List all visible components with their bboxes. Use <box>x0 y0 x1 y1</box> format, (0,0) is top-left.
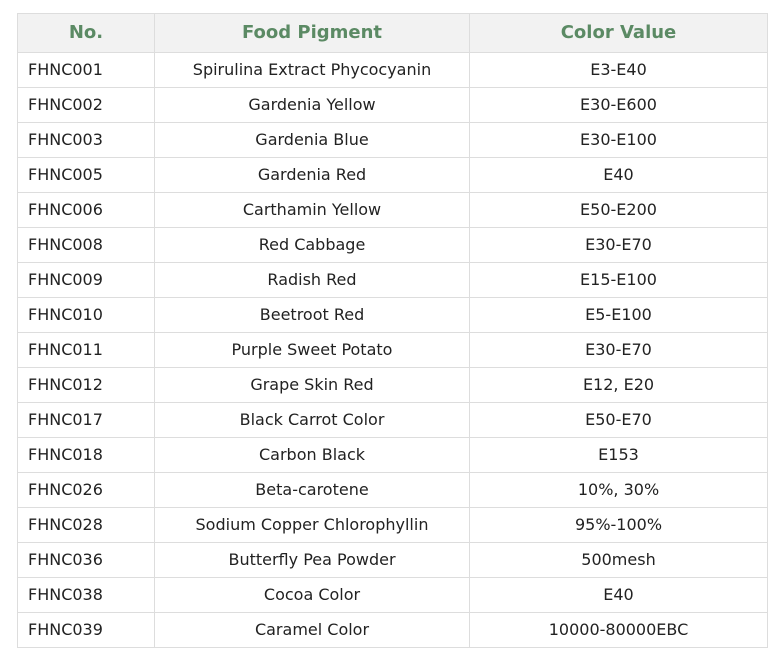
cell-product-number: FHNC026 <box>17 472 155 508</box>
table-row: FHNC009 Radish Red E15-E100 <box>17 262 768 298</box>
table-body: FHNC001 Spirulina Extract Phycocyanin E3-E… <box>17 52 768 648</box>
cell-color-value: E30-E100 <box>469 122 768 158</box>
table-row: FHNC017 Black Carrot Color E50-E70 <box>17 402 768 438</box>
table-row: FHNC018 Carbon Black E153 <box>17 437 768 473</box>
header-no: No. <box>17 13 155 53</box>
cell-product-number: FHNC006 <box>17 192 155 228</box>
cell-product-number: FHNC008 <box>17 227 155 263</box>
cell-color-value: E3-E40 <box>469 52 768 88</box>
table-row: FHNC001 Spirulina Extract Phycocyanin E3-E… <box>17 52 768 88</box>
cell-food-pigment: Radish Red <box>154 262 470 298</box>
cell-food-pigment: Grape Skin Red <box>154 367 470 403</box>
cell-color-value: E30-E70 <box>469 332 768 368</box>
cell-color-value: 10000-80000EBC <box>469 612 768 648</box>
table-row: FHNC002 Gardenia Yellow E30-E600 <box>17 87 768 123</box>
table-row: FHNC026 Beta-carotene 10%, 30% <box>17 472 768 508</box>
cell-food-pigment: Butterfly Pea Powder <box>154 542 470 578</box>
header-color-value: Color Value <box>469 13 768 53</box>
cell-color-value: 10%, 30% <box>469 472 768 508</box>
table-row: FHNC010 Beetroot Red E5-E100 <box>17 297 768 333</box>
cell-food-pigment: Gardenia Red <box>154 157 470 193</box>
table-row: FHNC036 Butterfly Pea Powder 500mesh <box>17 542 768 578</box>
cell-food-pigment: Sodium Copper Chlorophyllin <box>154 507 470 543</box>
header-row: No. Food Pigment Color Value <box>17 13 768 53</box>
cell-food-pigment: Caramel Color <box>154 612 470 648</box>
cell-color-value: E153 <box>469 437 768 473</box>
table-row: FHNC038 Cocoa Color E40 <box>17 577 768 613</box>
cell-product-number: FHNC018 <box>17 437 155 473</box>
cell-food-pigment: Black Carrot Color <box>154 402 470 438</box>
table-row: FHNC005 Gardenia Red E40 <box>17 157 768 193</box>
cell-product-number: FHNC011 <box>17 332 155 368</box>
cell-food-pigment: Spirulina Extract Phycocyanin <box>154 52 470 88</box>
cell-product-number: FHNC010 <box>17 297 155 333</box>
cell-color-value: E30-E600 <box>469 87 768 123</box>
table-row: FHNC008 Red Cabbage E30-E70 <box>17 227 768 263</box>
cell-product-number: FHNC036 <box>17 542 155 578</box>
cell-product-number: FHNC005 <box>17 157 155 193</box>
table-row: FHNC006 Carthamin Yellow E50-E200 <box>17 192 768 228</box>
cell-product-number: FHNC017 <box>17 402 155 438</box>
cell-product-number: FHNC039 <box>17 612 155 648</box>
cell-color-value: E50-E70 <box>469 402 768 438</box>
pigment-table-container: No. Food Pigment Color Value FHNC001 Spir… <box>17 13 768 648</box>
cell-food-pigment: Beta-carotene <box>154 472 470 508</box>
cell-product-number: FHNC038 <box>17 577 155 613</box>
cell-food-pigment: Carthamin Yellow <box>154 192 470 228</box>
table-row: FHNC003 Gardenia Blue E30-E100 <box>17 122 768 158</box>
cell-product-number: FHNC001 <box>17 52 155 88</box>
cell-food-pigment: Purple Sweet Potato <box>154 332 470 368</box>
cell-color-value: E12, E20 <box>469 367 768 403</box>
cell-food-pigment: Gardenia Yellow <box>154 87 470 123</box>
pigment-table: No. Food Pigment Color Value FHNC001 Spir… <box>17 13 768 648</box>
cell-color-value: E5-E100 <box>469 297 768 333</box>
cell-food-pigment: Cocoa Color <box>154 577 470 613</box>
cell-food-pigment: Carbon Black <box>154 437 470 473</box>
table-row: FHNC011 Purple Sweet Potato E30-E70 <box>17 332 768 368</box>
cell-food-pigment: Red Cabbage <box>154 227 470 263</box>
cell-color-value: E40 <box>469 157 768 193</box>
cell-color-value: E30-E70 <box>469 227 768 263</box>
cell-product-number: FHNC012 <box>17 367 155 403</box>
cell-color-value: E40 <box>469 577 768 613</box>
header-food-pigment: Food Pigment <box>154 13 470 53</box>
table-row: FHNC039 Caramel Color 10000-80000EBC <box>17 612 768 648</box>
cell-product-number: FHNC009 <box>17 262 155 298</box>
cell-product-number: FHNC002 <box>17 87 155 123</box>
table-row: FHNC012 Grape Skin Red E12, E20 <box>17 367 768 403</box>
cell-food-pigment: Gardenia Blue <box>154 122 470 158</box>
cell-product-number: FHNC003 <box>17 122 155 158</box>
cell-product-number: FHNC028 <box>17 507 155 543</box>
cell-color-value: E15-E100 <box>469 262 768 298</box>
cell-color-value: 500mesh <box>469 542 768 578</box>
cell-food-pigment: Beetroot Red <box>154 297 470 333</box>
cell-color-value: E50-E200 <box>469 192 768 228</box>
cell-color-value: 95%-100% <box>469 507 768 543</box>
table-row: FHNC028 Sodium Copper Chlorophyllin 95%-10… <box>17 507 768 543</box>
table-header: No. Food Pigment Color Value <box>17 13 768 53</box>
